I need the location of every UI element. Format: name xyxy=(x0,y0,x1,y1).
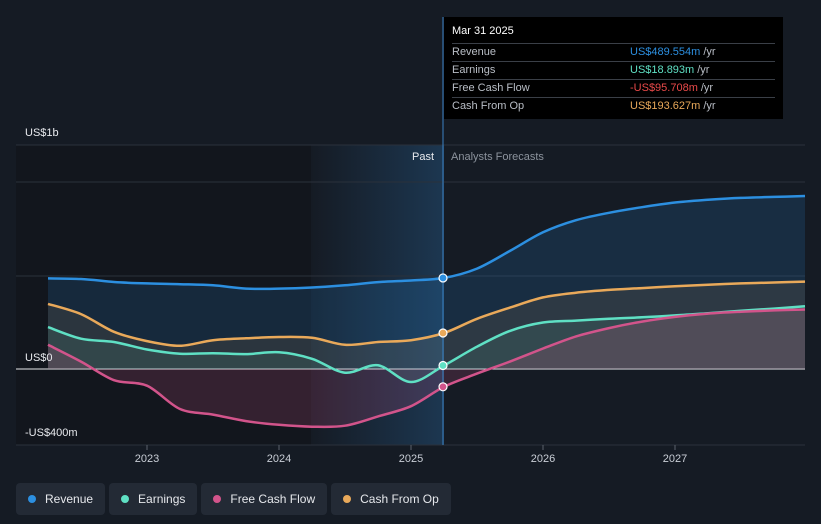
tooltip-row-unit: /yr xyxy=(703,100,716,112)
legend-dot-icon xyxy=(121,495,130,503)
highlight-markers xyxy=(438,273,448,392)
tooltip-row-unit: /yr xyxy=(700,82,714,94)
series-line-earnings xyxy=(47,305,806,384)
series-lines xyxy=(47,194,806,429)
tooltip-row: Revenue US$489.554m/yr xyxy=(452,43,775,61)
area-earnings xyxy=(48,306,805,383)
tooltip-row-name: Cash From Op xyxy=(452,100,525,112)
legend-dot-icon xyxy=(28,495,36,503)
tooltip-row-value: -US$95.708m xyxy=(630,82,698,94)
financial-chart: Past Analysts Forecasts US$1b US$0 -US$4… xyxy=(16,17,806,465)
series-line-cash-from-op xyxy=(47,280,806,348)
area-cash-from-op xyxy=(48,281,805,369)
x-tick-label: 2024 xyxy=(267,453,291,465)
tooltip-row-value: US$18.893m xyxy=(630,64,695,76)
legend-item-revenue[interactable]: Revenue xyxy=(16,483,106,515)
past-highlight-band xyxy=(311,145,444,445)
tooltip-row-value: US$193.627m xyxy=(630,100,701,112)
marker-revenue xyxy=(438,273,448,283)
y-axis-label-zero: US$0 xyxy=(25,352,53,364)
area-free-cash-flow xyxy=(48,309,805,427)
legend-dot-icon xyxy=(213,495,222,503)
x-tick-label: 2026 xyxy=(531,453,555,465)
forecast-label: Analysts Forecasts xyxy=(451,151,544,163)
marker-earnings xyxy=(438,360,448,371)
y-axis-label-bottom: -US$400m xyxy=(25,427,78,439)
tooltip-row-name: Free Cash Flow xyxy=(452,82,530,94)
x-axis-ticks: 2023 2024 2025 2026 2027 xyxy=(135,445,687,465)
tooltip-row: Cash From Op US$193.627m/yr xyxy=(452,97,775,115)
chart-legend: Revenue Earnings Free Cash Flow Cash From O… xyxy=(16,483,451,515)
data-tooltip: Mar 31 2025 Revenue US$489.554m/yr Earning… xyxy=(444,17,783,119)
tooltip-row-unit: /yr xyxy=(703,46,716,58)
tooltip-rows: Revenue US$489.554m/yr Earnings US$18.893m /… xyxy=(452,43,775,115)
plot-background-dark xyxy=(16,145,311,445)
tooltip-row: Free Cash Flow -US$95.708m/yr xyxy=(452,79,775,97)
x-tick-label: 2025 xyxy=(399,453,423,465)
legend-label: Cash From Op xyxy=(360,492,439,506)
tooltip-row-value: US$489.554m xyxy=(630,46,701,58)
x-tick-label: 2023 xyxy=(135,453,159,465)
x-tick-label: 2027 xyxy=(663,453,687,465)
legend-label: Earnings xyxy=(138,492,186,506)
legend-item-earnings[interactable]: Earnings xyxy=(109,483,198,515)
series-line-free-cash-flow xyxy=(47,308,806,429)
y-axis-label-top: US$1b xyxy=(25,127,59,139)
legend-label: Free Cash Flow xyxy=(230,492,316,506)
tooltip-date: Mar 31 2025 xyxy=(452,25,514,37)
marker-cash-from-op xyxy=(438,328,448,338)
series-line-revenue xyxy=(47,194,806,291)
legend-dot-icon xyxy=(343,495,352,503)
legend-label: Revenue xyxy=(45,492,94,506)
tooltip-row-name: Revenue xyxy=(452,46,497,58)
legend-item-cash-from-op[interactable]: Cash From Op xyxy=(331,483,451,515)
legend-item-free-cash-flow[interactable]: Free Cash Flow xyxy=(201,483,328,515)
tooltip-row-unit: /yr xyxy=(697,64,710,76)
tooltip-row-name: Earnings xyxy=(452,64,496,76)
past-label: Past xyxy=(412,151,434,163)
marker-free-cash-flow xyxy=(438,382,448,392)
tooltip-row: Earnings US$18.893m/yr xyxy=(452,61,775,79)
